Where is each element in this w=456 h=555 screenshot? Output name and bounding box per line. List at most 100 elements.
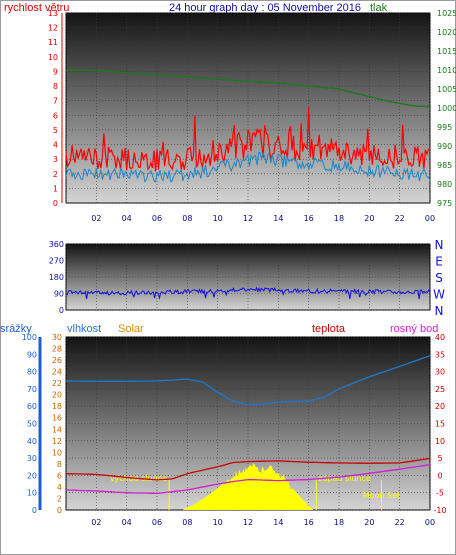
wind-x-tick-label: 04: [122, 214, 132, 223]
wind-gust-series-line: [65, 106, 431, 172]
wind-x-tick-label: 00: [425, 214, 435, 223]
temperature-x-tick-label: 04: [122, 518, 132, 527]
temperature-tick-label: -10: [433, 506, 446, 515]
temperature-x-tick-label: 18: [334, 518, 344, 527]
rain-tick-label: 0: [32, 506, 37, 515]
direction-tick-label: 180: [49, 273, 64, 282]
temperature-x-tick-label: 20: [364, 518, 374, 527]
event-annotation-label: Moon Rise: [215, 491, 256, 500]
direction-tick-label: 90: [54, 290, 64, 299]
temperature-x-tick-label: 22: [395, 518, 405, 527]
pressure-series-line: [66, 69, 431, 108]
rain-tick-label: 70: [27, 385, 37, 394]
humidity-tick-label: 8: [57, 460, 62, 469]
humidity-tick-label: 28: [52, 345, 62, 354]
temperature-tick-label: 10: [435, 437, 445, 446]
pressure-tick-label: 975: [437, 199, 452, 208]
compass-letter: W: [433, 288, 445, 302]
humidity-tick-label: 12: [52, 437, 62, 446]
wind-speed-tick-label: 12: [48, 24, 58, 33]
wind-x-tick-label: 08: [182, 214, 192, 223]
wind-x-tick-label: 12: [243, 214, 253, 223]
temperature-x-tick-label: 00: [425, 518, 435, 527]
wind-speed-axis-title: rychlost větru: [4, 2, 70, 14]
humidity-tick-label: 6: [57, 471, 62, 480]
humidity-series-line: [65, 355, 431, 406]
temperature-tick-label: -5: [436, 489, 444, 498]
rain-tick-label: 60: [27, 402, 37, 411]
temperature-x-tick-label: 02: [91, 518, 101, 527]
wind-speed-tick-label: 10: [48, 53, 58, 62]
wind-x-tick-label: 18: [334, 214, 344, 223]
wind-x-tick-label: 02: [91, 214, 101, 223]
direction-tick-label: 0: [59, 306, 64, 315]
wind-speed-tick-label: 2: [53, 170, 58, 179]
humidity-tick-label: 20: [52, 391, 62, 400]
pressure-tick-label: 980: [437, 180, 452, 189]
temperature-x-tick-label: 10: [213, 518, 223, 527]
event-annotation-label: Moon Set: [363, 491, 400, 500]
wind-speed-tick-label: 4: [53, 141, 58, 150]
temperature-axis-title: teplota: [312, 323, 346, 335]
humidity-tick-label: 30: [52, 333, 62, 342]
pressure-tick-label: 990: [437, 142, 452, 151]
temperature-tick-label: 25: [435, 385, 445, 394]
wind-speed-tick-label: 11: [48, 38, 58, 47]
rain-tick-label: 20: [27, 471, 37, 480]
wind-speed-tick-label: 3: [53, 155, 58, 164]
humidity-tick-label: 14: [52, 425, 62, 434]
wind-pressure-plot-area: [65, 12, 431, 204]
wind-x-tick-label: 16: [304, 214, 314, 223]
temperature-tick-label: 35: [435, 350, 445, 359]
temperature-x-tick-label: 06: [152, 518, 162, 527]
wind-speed-tick-label: 1: [53, 184, 58, 193]
rain-tick-label: 50: [27, 420, 37, 429]
temperature-tick-label: 20: [435, 402, 445, 411]
wind-x-tick-label: 06: [152, 214, 162, 223]
wind-speed-tick-label: 0: [53, 199, 58, 208]
event-annotation-label: západ slunce: [318, 474, 371, 483]
humidity-tick-label: 2: [57, 494, 62, 503]
wind-x-tick-label: 20: [364, 214, 374, 223]
rain-tick-label: 80: [27, 368, 37, 377]
direction-tick-label: 360: [49, 240, 64, 249]
rain-axis-title: srážky: [0, 323, 32, 335]
humidity-tick-label: 26: [52, 356, 62, 365]
temperature-x-tick-label: 08: [182, 518, 192, 527]
humidity-axis-title: vlhkost: [67, 323, 102, 335]
humidity-tick-label: 16: [52, 414, 62, 423]
humidity-tick-label: 24: [52, 368, 62, 377]
pressure-tick-label: 1020: [437, 28, 456, 37]
pressure-tick-label: 995: [437, 123, 452, 132]
temperature-tick-label: 40: [435, 333, 445, 342]
temperature-x-tick-label: 16: [304, 518, 314, 527]
humidity-tick-label: 0: [57, 506, 62, 515]
solar-radiation-area: [182, 463, 314, 510]
rain-tick-label: 100: [22, 333, 37, 342]
page-title: 24 hour graph day : 05 November 2016: [168, 2, 362, 14]
wind-speed-tick-label: 7: [53, 97, 58, 106]
temperature-x-tick-label: 12: [243, 518, 253, 527]
rain-tick-label: 40: [27, 437, 37, 446]
temperature-series-line: [65, 457, 431, 481]
pressure-tick-label: 1025: [437, 9, 456, 18]
temperature-tick-label: 5: [437, 454, 442, 463]
wind-x-tick-label: 22: [395, 214, 405, 223]
rain-tick-label: 30: [27, 454, 37, 463]
wind-speed-tick-label: 13: [48, 9, 58, 18]
compass-letter: N: [435, 238, 444, 252]
humidity-tick-label: 4: [57, 483, 62, 492]
wind-x-tick-label: 14: [273, 214, 283, 223]
wind-speed-tick-label: 6: [53, 111, 58, 120]
rain-tick-label: 10: [27, 489, 37, 498]
temperature-tick-label: 0: [437, 471, 442, 480]
humidity-tick-label: 18: [52, 402, 62, 411]
compass-letter: N: [435, 304, 444, 318]
pressure-axis-title: tlak: [370, 2, 388, 14]
pressure-tick-label: 985: [437, 161, 452, 170]
solar-legend-label: Solar: [118, 323, 144, 335]
wind-speed-tick-label: 8: [53, 82, 58, 91]
temperature-x-tick-label: 14: [273, 518, 283, 527]
dewpoint-axis-title: rosný bod: [390, 323, 439, 335]
